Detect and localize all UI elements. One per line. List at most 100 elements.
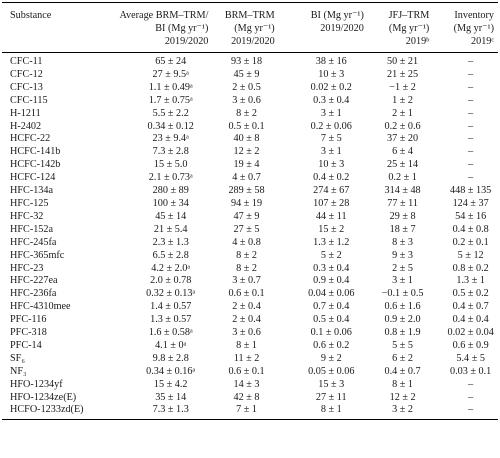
cell-jfj-trm: 6 ± 2 [392,352,414,364]
cell-bi: 10 ± 3 [318,68,345,80]
cell-substance: HCFC-124 [10,172,56,184]
header-line: Average BRM–TRM/ [119,10,209,21]
header-line: 2019/2020 [164,36,209,47]
table-row: HFC-4310mee 1.4 ± 0.57 2 ± 0.4 0.7 ± 0.4 0.6… [2,301,498,314]
cell-jfj-trm: 77 ± 11 [387,197,418,209]
table-row: CFC-13 1.1 ± 0.49ᵃ 2 ± 0.5 0.02 ± 0.2 −1 ± 2… [2,82,498,95]
cell-substance: SF₆ [10,352,25,364]
cell-bi: 0.4 ± 0.2 [313,172,350,184]
cell-substance: HCFO-1233zd(E) [2,404,106,421]
cell-jfj-trm: 2 ± 1 [392,107,414,119]
cell-jfj-trm: 8 ± 3 [392,236,414,248]
cell-inventory: 448 ± 135 [450,185,492,197]
header-line: 2019/2020 [231,36,275,47]
cell-brm-trm: 8 ± 2 [236,107,257,119]
table-row: SF₆ 9.8 ± 2.8 11 ± 2 9 ± 2 6 ± 2 5.4 ± 5 [2,353,498,366]
header-jfj-trm: JFJ–TRM (Mg yr⁻¹) 2019ᵇ [363,2,430,53]
cell-jfj-trm: 0.9 ± 2.0 [384,314,421,326]
cell-brm-trm: 3 ± 0.6 [232,94,261,106]
cell-substance: HFC-134a [10,185,54,197]
cell-bi: 274 ± 67 [313,185,350,197]
cell-brm-trm: 93 ± 18 [231,56,263,67]
cell-average: 1.1 ± 0.49ᵃ [148,81,193,93]
header-line: BI (Mg yr⁻¹) [310,10,364,21]
cell-jfj-trm: −0.1 ± 0.5 [381,288,424,300]
cell-jfj-trm: 9 ± 3 [392,249,414,261]
header-line: BI (Mg yr⁻¹) [155,23,209,34]
cell-jfj-trm: 12 ± 2 [389,391,416,403]
cell-substance: HFC-365mfc [10,249,65,261]
cell-bi: 7 ± 5 [320,133,342,145]
cell-average: 35 ± 14 [155,391,187,403]
cell-bi: 0.6 ± 0.2 [313,339,350,351]
cell-jfj-trm: 0.2 ± 0.6 [384,120,421,132]
header-row: Substance Average BRM–TRM/BI (Mg yr⁻¹) 20… [2,2,498,53]
cell-brm-trm: 27 ± 5 [233,223,260,235]
header-line: Inventory [454,10,494,21]
cell-bi: 0.5 ± 0.4 [313,314,350,326]
cell-brm-trm: 0.6 ± 0.1 [228,288,265,300]
cell-jfj-trm: 25 ± 14 [387,159,419,171]
cell-inventory: 1.3 ± 1 [456,275,485,287]
cell-jfj-trm: 3 ± 2 [363,404,430,421]
header-bi: BI (Mg yr⁻¹) 2019/2020 [274,2,364,53]
cell-average: 27 ± 9.5ᵃ [152,68,189,80]
cell-inventory: 5 ± 12 [457,249,484,261]
table-row: HFC-227ea 2.0 ± 0.78 3 ± 0.7 0.9 ± 0.4 3 ± 1… [2,275,498,288]
cell-bi: 0.7 ± 0.4 [313,301,350,313]
cell-bi: 44 ± 11 [315,210,347,222]
header-line: 2019ᶜ [471,36,494,47]
cell-brm-trm: 94 ± 19 [231,197,263,209]
cell-jfj-trm: 6 ± 4 [392,146,414,158]
table-row: HFC-236fa 0.32 ± 0.13ᵃ 0.6 ± 0.1 0.04 ± 0.0… [2,288,498,301]
cell-average: 0.34 ± 0.12 [147,120,194,132]
table-row: HCFC-141b 7.3 ± 2.8 12 ± 2 3 ± 1 6 ± 4 – [2,146,498,159]
cell-inventory: – [468,146,474,158]
cell-inventory: 0.02 ± 0.04 [447,327,494,339]
cell-brm-trm: 8 ± 2 [236,262,257,274]
cell-average: 100 ± 34 [152,197,189,209]
table-row: HFC-245fa 2.3 ± 1.3 4 ± 0.8 1.3 ± 1.2 8 ± 3 0… [2,237,498,250]
cell-substance: HCFC-142b [10,159,61,171]
cell-brm-trm: 11 ± 2 [233,352,260,364]
cell-inventory: – [468,68,474,80]
table-row: H-2402 0.34 ± 0.12 0.5 ± 0.1 0.2 ± 0.06 0.2 … [2,121,498,134]
cell-brm-trm: 2 ± 0.4 [232,301,261,313]
header-line: JFJ–TRM [388,10,430,21]
cell-jfj-trm: 8 ± 1 [392,378,414,390]
cell-inventory: 0.2 ± 0.1 [452,236,489,248]
cell-bi: 0.05 ± 0.06 [308,365,355,377]
cell-brm-trm: 42 ± 8 [233,391,260,403]
cell-bi: 107 ± 28 [313,197,350,209]
cell-substance: HFC-32 [10,210,44,222]
cell-bi: 15 ± 3 [318,378,345,390]
cell-average: 15 ± 4.2 [153,378,188,390]
cell-bi: 5 ± 2 [320,249,342,261]
header-line: Substance [10,10,52,21]
cell-inventory: – [468,159,474,171]
cell-average: 1.3 ± 0.57 [150,314,192,326]
cell-jfj-trm: 0.4 ± 0.7 [384,365,421,377]
cell-inventory: – [468,378,474,390]
cell-average: 0.34 ± 0.16ᵃ [146,365,196,377]
table-row: CFC-11 65 ± 24 93 ± 18 38 ± 16 50 ± 21 – [2,53,498,69]
cell-jfj-trm: 0.6 ± 1.6 [384,301,421,313]
cell-substance: HFC-152a [10,223,54,235]
cell-substance: PFC-116 [10,314,47,326]
header-line: (Mg yr⁻¹) [388,23,430,34]
cell-bi: 38 ± 16 [315,56,347,67]
cell-inventory: – [468,172,474,184]
cell-brm-trm: 14 ± 3 [233,378,260,390]
cell-average: 280 ± 89 [152,185,189,197]
cell-inventory: – [468,391,474,403]
cell-inventory: – [468,94,474,106]
cell-jfj-trm: 0.8 ± 1.9 [384,327,421,339]
cell-brm-trm: 3 ± 0.7 [232,275,261,287]
cell-inventory: 0.6 ± 0.9 [452,339,489,351]
cell-bi: 1.3 ± 1.2 [313,236,350,248]
cell-brm-trm: 2 ± 0.5 [232,81,261,93]
table-row: HCFC-124 2.1 ± 0.73ᵃ 4 ± 0.7 0.4 ± 0.2 0.2 ±… [2,172,498,185]
cell-substance: HFC-227ea [10,275,58,287]
cell-brm-trm: 12 ± 2 [233,146,260,158]
cell-average: 7.3 ± 1.3 [105,404,209,421]
